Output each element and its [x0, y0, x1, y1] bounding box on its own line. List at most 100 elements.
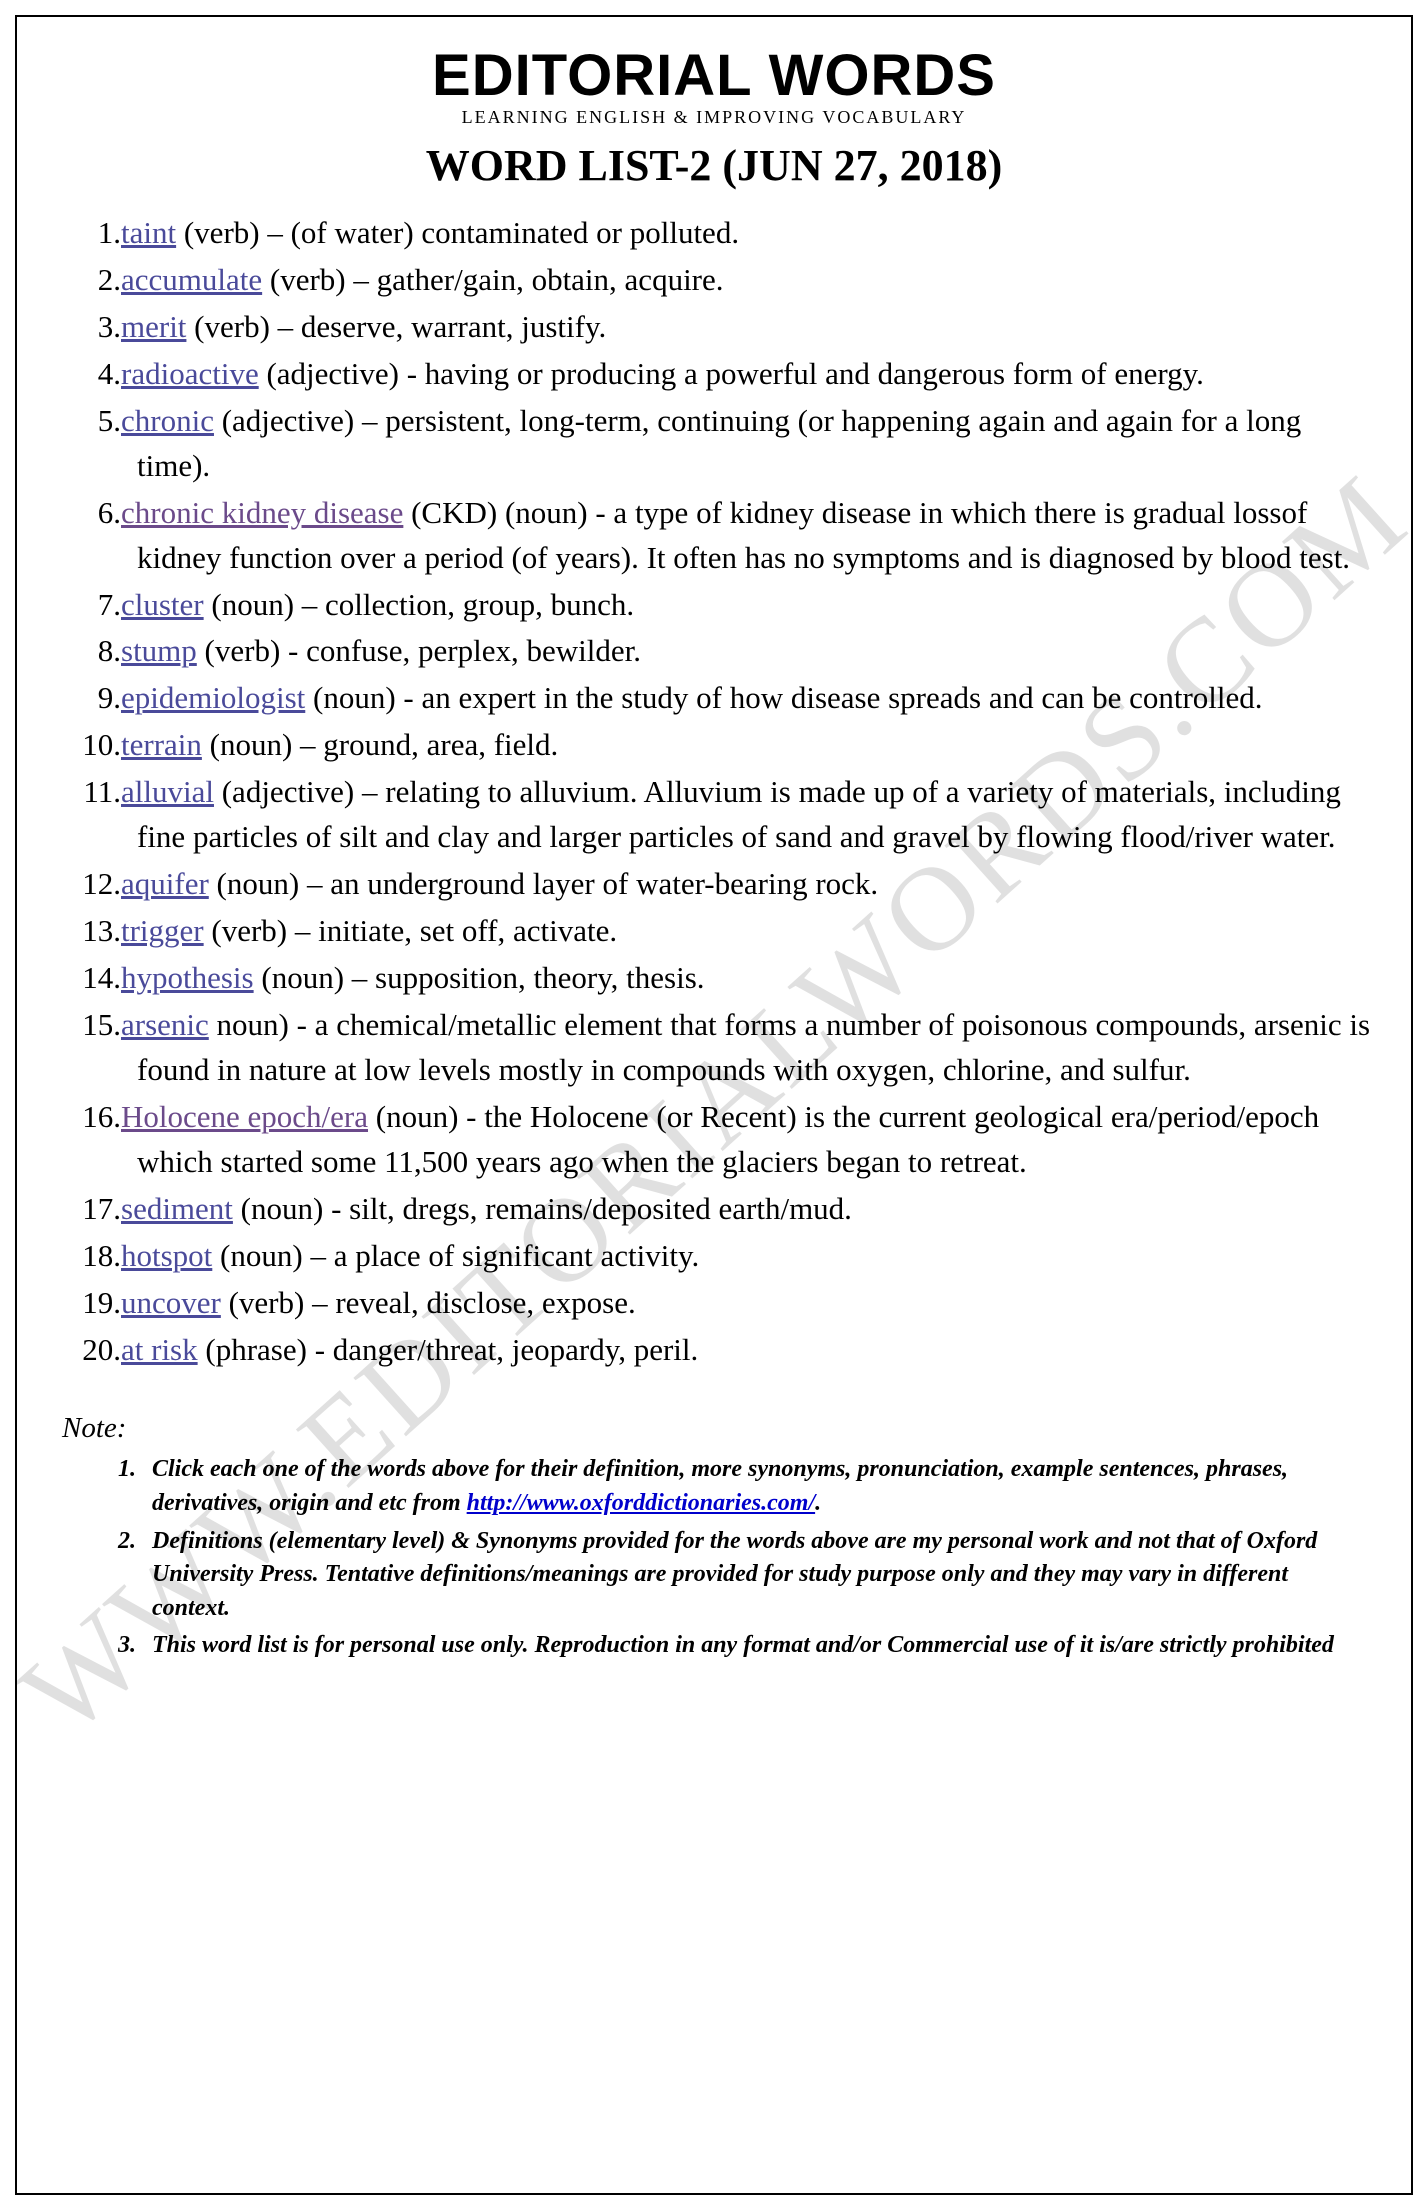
definition-text: – deserve, warrant, justify. [278, 309, 607, 344]
part-of-speech: (verb) [194, 309, 270, 344]
word-entry: 13.trigger (verb) – initiate, set off, a… [77, 909, 1371, 954]
word-link[interactable]: arsenic [121, 1007, 209, 1042]
word-link[interactable]: hypothesis [121, 960, 254, 995]
note-text: . [815, 1490, 821, 1516]
word-link[interactable]: sediment [121, 1191, 233, 1226]
word-link[interactable]: chronic kidney disease [121, 495, 403, 530]
part-of-speech: (noun) [313, 680, 396, 715]
word-entry: 5.chronic (adjective) – persistent, long… [77, 399, 1371, 489]
word-list-title: WORD LIST-2 (JUN 27, 2018) [57, 140, 1371, 191]
entry-number: 14. [77, 956, 121, 1001]
entry-number: 18. [77, 1234, 121, 1279]
word-link[interactable]: epidemiologist [121, 680, 305, 715]
word-entry: 3.merit (verb) – deserve, warrant, justi… [77, 305, 1371, 350]
definition-text: – reveal, disclose, expose. [312, 1285, 636, 1320]
entry-number: 13. [77, 909, 121, 954]
part-of-speech: (noun) [211, 587, 294, 622]
word-link[interactable]: at risk [121, 1332, 198, 1367]
definition-text: – ground, area, field. [300, 727, 558, 762]
part-of-speech: (noun) [376, 1099, 459, 1134]
definition-text: - danger/threat, jeopardy, peril. [315, 1332, 699, 1367]
word-entry: 18.hotspot (noun) – a place of significa… [77, 1234, 1371, 1279]
definition-text: – an underground layer of water-bearing … [307, 866, 878, 901]
note-item: Definitions (elementary level) & Synonym… [142, 1525, 1371, 1626]
part-of-speech: (verb) [184, 215, 260, 250]
note-section: Note: Click each one of the words above … [57, 1412, 1371, 1663]
part-of-speech: (adjective) [222, 403, 355, 438]
part-of-speech: (phrase) [205, 1332, 307, 1367]
word-link[interactable]: stump [121, 633, 197, 668]
part-of-speech: (verb) [229, 1285, 305, 1320]
definition-text: – initiate, set off, activate. [295, 913, 617, 948]
word-link[interactable]: hotspot [121, 1238, 212, 1273]
part-of-speech: (noun) [217, 866, 300, 901]
word-link[interactable]: Holocene epoch/era [121, 1099, 368, 1134]
word-link[interactable]: terrain [121, 727, 202, 762]
word-link[interactable]: taint [121, 215, 176, 250]
word-entry: 11.alluvial (adjective) – relating to al… [77, 770, 1371, 860]
definition-text: - silt, dregs, remains/deposited earth/m… [331, 1191, 852, 1226]
brand-subtitle: LEARNING ENGLISH & IMPROVING VOCABULARY [57, 107, 1371, 128]
entry-number: 2. [77, 258, 121, 303]
definition-text: - confuse, perplex, bewilder. [288, 633, 641, 668]
entry-number: 8. [77, 629, 121, 674]
word-entry: 1.taint (verb) – (of water) contaminated… [77, 211, 1371, 256]
entry-number: 3. [77, 305, 121, 350]
part-of-speech: (CKD) (noun) [411, 495, 588, 530]
oxford-link[interactable]: http://www.oxforddictionaries.com/ [467, 1490, 815, 1516]
entry-number: 16. [77, 1095, 121, 1140]
entry-number: 20. [77, 1328, 121, 1373]
entry-number: 5. [77, 399, 121, 444]
word-entry: 6.chronic kidney disease (CKD) (noun) - … [77, 491, 1371, 581]
entry-number: 19. [77, 1281, 121, 1326]
word-list: 1.taint (verb) – (of water) contaminated… [57, 211, 1371, 1372]
entry-number: 12. [77, 862, 121, 907]
word-entry: 14.hypothesis (noun) – supposition, theo… [77, 956, 1371, 1001]
word-entry: 19.uncover (verb) – reveal, disclose, ex… [77, 1281, 1371, 1326]
definition-text: – supposition, theory, thesis. [352, 960, 705, 995]
word-entry: 2.accumulate (verb) – gather/gain, obtai… [77, 258, 1371, 303]
word-entry: 7.cluster (noun) – collection, group, bu… [77, 583, 1371, 628]
part-of-speech: (verb) [211, 913, 287, 948]
brand-title: EDITORIAL WORDS [57, 47, 1371, 105]
word-entry: 16.Holocene epoch/era (noun) - the Holoc… [77, 1095, 1371, 1185]
word-link[interactable]: merit [121, 309, 186, 344]
word-entry: 17.sediment (noun) - silt, dregs, remain… [77, 1187, 1371, 1232]
page-header: EDITORIAL WORDS LEARNING ENGLISH & IMPRO… [57, 47, 1371, 191]
page-frame: WWW.EDITORIALWORDS.COM EDITORIAL WORDS L… [15, 15, 1413, 2195]
word-link[interactable]: cluster [121, 587, 204, 622]
note-list: Click each one of the words above for th… [142, 1453, 1371, 1663]
part-of-speech: (adjective) [266, 356, 399, 391]
note-item: This word list is for personal use only.… [142, 1629, 1371, 1663]
part-of-speech: (verb) [205, 633, 281, 668]
entry-number: 4. [77, 352, 121, 397]
part-of-speech: (verb) [270, 262, 346, 297]
definition-text: – a place of significant activity. [310, 1238, 699, 1273]
word-link[interactable]: accumulate [121, 262, 262, 297]
part-of-speech: noun) [217, 1007, 289, 1042]
definition-text: – (of water) contaminated or polluted. [267, 215, 739, 250]
entry-number: 15. [77, 1003, 121, 1048]
definition-text: - a chemical/metallic element that forms… [137, 1007, 1370, 1087]
part-of-speech: (noun) [261, 960, 344, 995]
entry-number: 17. [77, 1187, 121, 1232]
word-link[interactable]: uncover [121, 1285, 221, 1320]
note-item: Click each one of the words above for th… [142, 1453, 1371, 1520]
part-of-speech: (noun) [241, 1191, 324, 1226]
definition-text: - an expert in the study of how disease … [403, 680, 1262, 715]
definition-text: – gather/gain, obtain, acquire. [353, 262, 723, 297]
word-entry: 15.arsenic noun) - a chemical/metallic e… [77, 1003, 1371, 1093]
definition-text: - having or producing a powerful and dan… [407, 356, 1204, 391]
word-entry: 10.terrain (noun) – ground, area, field. [77, 723, 1371, 768]
part-of-speech: (noun) [220, 1238, 303, 1273]
word-link[interactable]: alluvial [121, 774, 214, 809]
entry-number: 7. [77, 583, 121, 628]
word-link[interactable]: trigger [121, 913, 204, 948]
part-of-speech: (adjective) [222, 774, 355, 809]
word-link[interactable]: aquifer [121, 866, 209, 901]
word-link[interactable]: radioactive [121, 356, 259, 391]
entry-number: 11. [77, 770, 121, 815]
word-entry: 8.stump (verb) - confuse, perplex, bewil… [77, 629, 1371, 674]
entry-number: 1. [77, 211, 121, 256]
word-link[interactable]: chronic [121, 403, 214, 438]
